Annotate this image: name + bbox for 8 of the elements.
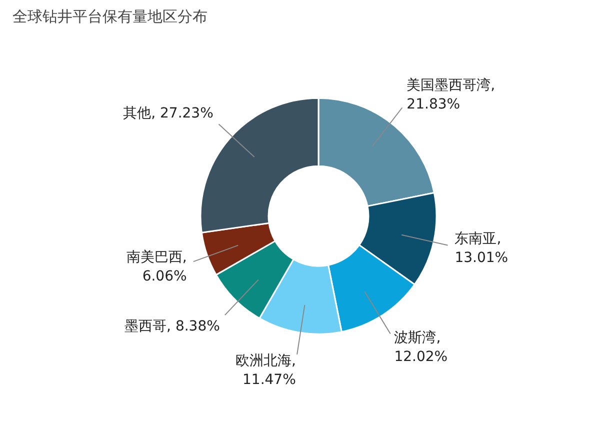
slice-label: 其他, 27.23% [123, 105, 214, 122]
slice-label: 墨西哥, 8.38% [124, 318, 220, 335]
slice-label: 南美巴西, 6.06% [126, 249, 187, 284]
slice-label: 美国墨西哥湾, 21.83% [406, 77, 496, 113]
slice-label: 波斯湾, 12.02% [394, 330, 448, 365]
slice-label: 欧洲北海, 11.47% [235, 352, 296, 388]
slice-label: 东南亚, 13.01% [454, 231, 508, 266]
chart-title: 全球钻井平台保有量地区分布 [12, 8, 208, 26]
